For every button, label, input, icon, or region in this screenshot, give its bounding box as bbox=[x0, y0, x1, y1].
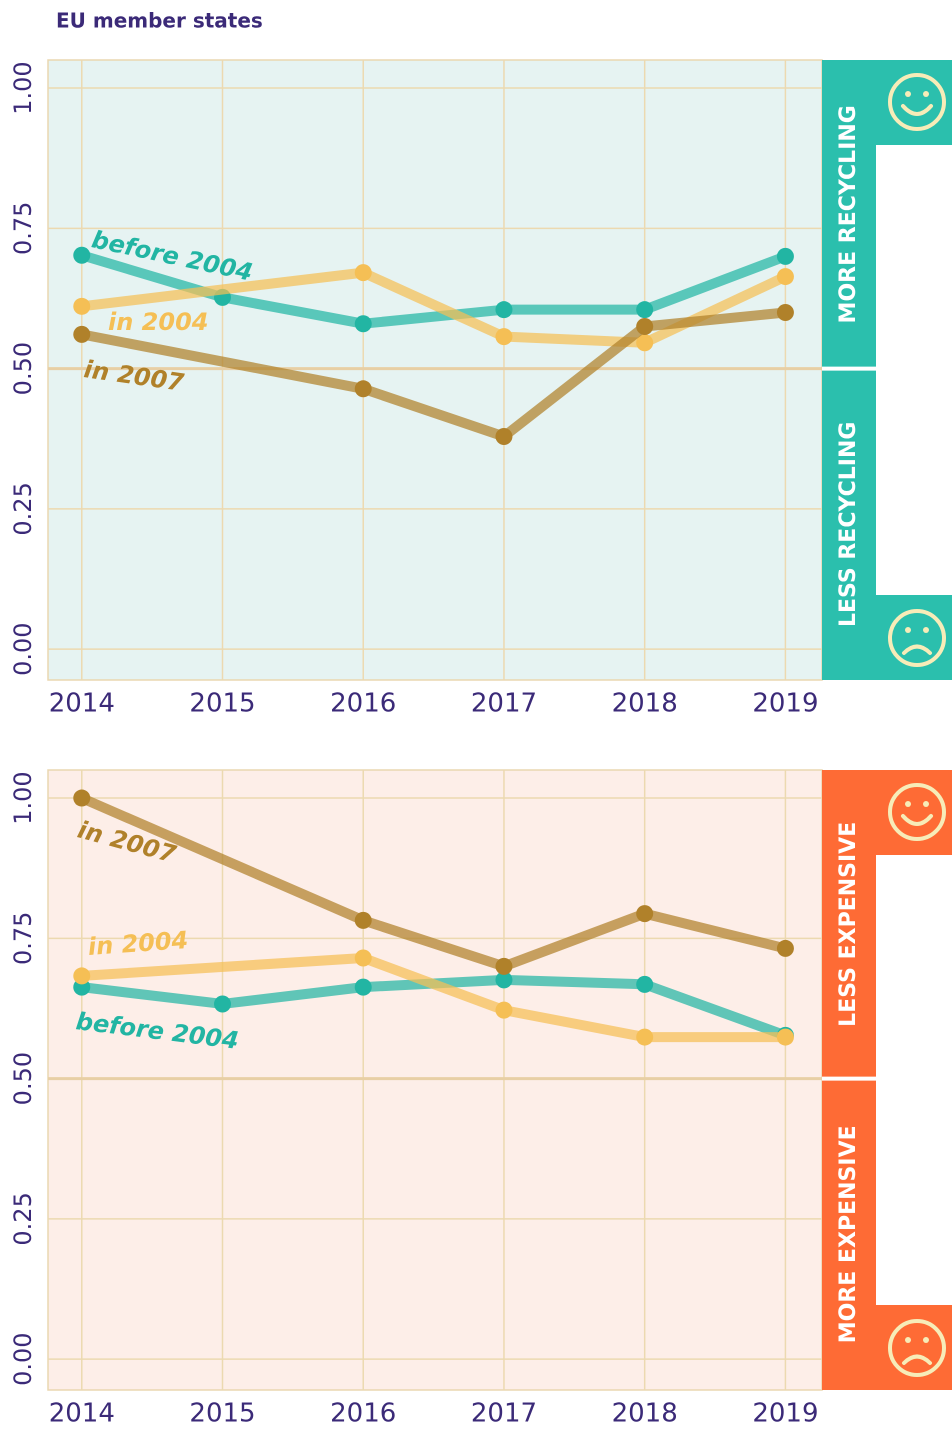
point bbox=[776, 268, 794, 286]
eye bbox=[923, 1337, 929, 1343]
eye bbox=[905, 1337, 911, 1343]
point bbox=[354, 911, 372, 929]
point bbox=[495, 957, 513, 975]
point bbox=[73, 325, 91, 343]
point bbox=[354, 949, 372, 967]
series-label: in 2004 bbox=[108, 308, 208, 336]
x-tick-label: 2014 bbox=[49, 689, 115, 719]
y-tick-label: 1.00 bbox=[9, 771, 37, 824]
y-tick-label: 1.00 bbox=[9, 61, 37, 114]
face bbox=[888, 1319, 946, 1377]
x-tick-label: 2019 bbox=[752, 689, 818, 719]
point bbox=[73, 789, 91, 807]
band-label: LESS EXPENSIVE bbox=[836, 822, 861, 1027]
mouth bbox=[901, 104, 933, 116]
x-tick-label: 2016 bbox=[330, 1399, 396, 1429]
point bbox=[354, 315, 372, 333]
smiley-happy bbox=[888, 783, 946, 841]
mouth bbox=[901, 814, 933, 826]
point bbox=[776, 1028, 794, 1046]
point bbox=[495, 427, 513, 445]
band-label: LESS RECYCLING bbox=[836, 422, 861, 628]
x-tick-label: 2018 bbox=[612, 689, 678, 719]
point bbox=[354, 978, 372, 996]
point bbox=[776, 247, 794, 265]
mouth bbox=[902, 644, 932, 655]
y-tick-label: 0.00 bbox=[9, 1332, 37, 1385]
eye bbox=[905, 801, 911, 807]
eye bbox=[923, 91, 929, 97]
x-tick-label: 2015 bbox=[189, 689, 255, 719]
point bbox=[495, 1001, 513, 1019]
point bbox=[776, 939, 794, 957]
eye bbox=[923, 627, 929, 633]
point bbox=[214, 995, 232, 1013]
x-tick-label: 2019 bbox=[752, 1399, 818, 1429]
x-tick-label: 2017 bbox=[471, 1399, 537, 1429]
smiley-happy bbox=[888, 73, 946, 131]
point bbox=[73, 246, 91, 264]
x-tick-label: 2016 bbox=[330, 689, 396, 719]
y-tick-label: 0.00 bbox=[9, 622, 37, 675]
point bbox=[495, 328, 513, 346]
x-tick-label: 2017 bbox=[471, 689, 537, 719]
point bbox=[495, 301, 513, 319]
point bbox=[776, 303, 794, 321]
eye bbox=[923, 801, 929, 807]
series-label: in 2004 bbox=[87, 926, 189, 961]
point bbox=[73, 297, 91, 315]
y-tick-label: 0.50 bbox=[9, 1052, 37, 1105]
point bbox=[354, 380, 372, 398]
point bbox=[636, 905, 654, 923]
point bbox=[636, 318, 654, 336]
point bbox=[495, 971, 513, 989]
point bbox=[354, 264, 372, 282]
y-tick-label: 0.25 bbox=[9, 482, 37, 535]
point bbox=[636, 975, 654, 993]
x-tick-label: 2018 bbox=[612, 1399, 678, 1429]
subtitle: EU member states bbox=[56, 9, 263, 33]
band-label: MORE EXPENSIVE bbox=[836, 1125, 861, 1343]
smiley-sad bbox=[888, 609, 946, 667]
face bbox=[888, 783, 946, 841]
smiley-sad bbox=[888, 1319, 946, 1377]
band-label: MORE RECYCLING bbox=[836, 105, 861, 323]
x-tick-label: 2014 bbox=[49, 1399, 115, 1429]
y-tick-label: 0.25 bbox=[9, 1192, 37, 1245]
x-tick-label: 2015 bbox=[189, 1399, 255, 1429]
y-tick-label: 0.50 bbox=[9, 342, 37, 395]
point bbox=[636, 1028, 654, 1046]
point bbox=[636, 301, 654, 319]
point bbox=[73, 967, 91, 985]
face bbox=[888, 609, 946, 667]
eye bbox=[905, 91, 911, 97]
point bbox=[636, 334, 654, 352]
y-tick-label: 0.75 bbox=[9, 912, 37, 965]
eye bbox=[905, 627, 911, 633]
face bbox=[888, 73, 946, 131]
mouth bbox=[902, 1354, 932, 1365]
y-tick-label: 0.75 bbox=[9, 202, 37, 255]
